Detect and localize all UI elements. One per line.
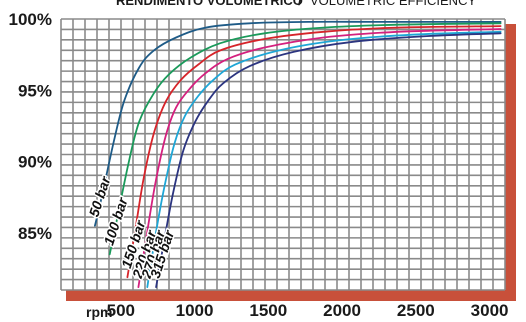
x-tick-label: 2000 (323, 301, 361, 320)
x-tick-label: 1000 (176, 301, 214, 320)
chart-title-separator: / (298, 0, 302, 8)
chart-title: RENDIMENTO VOLUMETRICO / VOLUMETRIC EFFI… (116, 0, 476, 8)
series-line-2 (108, 22, 502, 256)
y-tick-label: 95% (18, 81, 52, 100)
series-line-6 (155, 32, 502, 288)
x-axis-ticks: 500 1000 1500 2000 2500 3000 (107, 301, 509, 320)
series-lines (94, 20, 502, 288)
y-tick-label: 100% (9, 10, 52, 29)
x-tick-label: 500 (107, 301, 135, 320)
chart-subtitle: VOLUMETRIC EFFICIENCY (310, 0, 476, 8)
series-line-1 (94, 20, 502, 227)
x-tick-label: 2500 (397, 301, 435, 320)
x-axis-label: rpm (86, 304, 112, 320)
y-tick-label: 85% (18, 224, 52, 243)
x-tick-label: 3000 (471, 301, 509, 320)
y-axis-ticks: 85% 90% 95% 100% (9, 10, 52, 243)
series-line-4 (137, 28, 502, 288)
y-tick-label: 90% (18, 153, 52, 172)
series-line-3 (126, 25, 502, 279)
series-line-5 (146, 30, 502, 288)
chart-title-text: RENDIMENTO VOLUMETRICO (116, 0, 303, 8)
x-tick-label: 1500 (249, 301, 287, 320)
